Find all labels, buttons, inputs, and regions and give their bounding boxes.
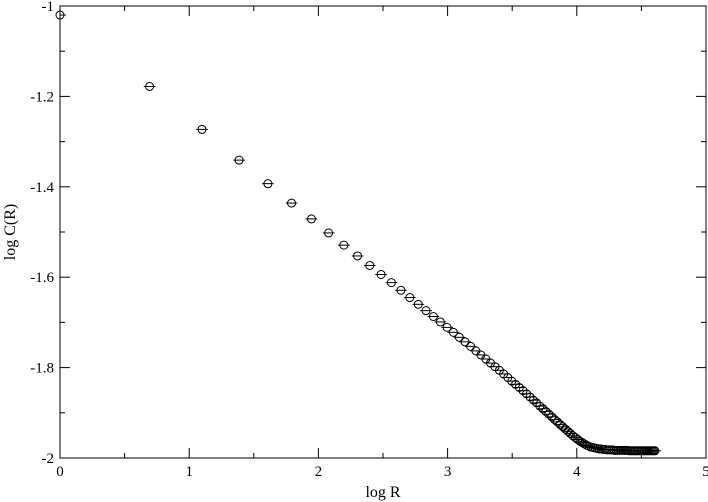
data-point (339, 240, 349, 250)
data-point (555, 420, 565, 430)
data-point (386, 278, 396, 288)
x-tick-label: 1 (185, 464, 193, 480)
x-axis: 0 1 2 3 4 5 (56, 6, 708, 480)
x-tick-label: 3 (444, 464, 452, 480)
data-point (435, 317, 445, 327)
data-point (547, 412, 557, 422)
data-point (575, 436, 585, 446)
data-point (454, 332, 464, 342)
x-tick-label: 2 (315, 464, 323, 480)
data-point (552, 417, 562, 427)
data-point (413, 299, 423, 309)
x-tick-label: 0 (56, 464, 64, 480)
y-tick-label: -1.4 (30, 180, 54, 196)
data-point (650, 446, 660, 456)
data-point (405, 293, 415, 303)
data-point (428, 312, 438, 322)
y-tick-label: -1.6 (30, 270, 54, 286)
x-tick-label: 4 (573, 464, 581, 480)
data-point (563, 426, 573, 436)
data-point (234, 155, 244, 165)
x-tick-label: 5 (702, 464, 708, 480)
data-point (145, 81, 155, 91)
data-point (528, 395, 538, 405)
data-series (55, 10, 661, 456)
data-point (353, 251, 363, 261)
data-point (287, 198, 297, 208)
y-tick-label: -1.2 (30, 89, 54, 105)
y-axis: -2 -1.8 -1.6 -1.4 -1.2 -1 (30, 0, 706, 467)
data-point (421, 306, 431, 316)
y-axis-label: log C(R) (2, 204, 19, 260)
data-point (466, 341, 476, 351)
data-point (550, 415, 560, 425)
data-point (525, 392, 535, 402)
data-point (541, 406, 551, 416)
data-point (532, 398, 542, 408)
data-point (376, 269, 386, 279)
data-point (55, 10, 65, 20)
data-point (448, 327, 458, 337)
y-tick-label: -1.8 (30, 361, 54, 377)
data-point (263, 179, 273, 189)
data-point (535, 401, 545, 411)
plot-area-frame (59, 5, 707, 459)
data-point (442, 322, 452, 332)
data-point (396, 285, 406, 295)
data-point (324, 228, 334, 238)
data-point (573, 434, 583, 444)
data-point (365, 260, 375, 270)
data-point (197, 124, 207, 134)
data-point (544, 409, 554, 419)
data-point (558, 422, 568, 432)
y-tick-label: -2 (42, 451, 55, 467)
y-tick-label: -1 (42, 0, 55, 15)
data-point (538, 404, 548, 414)
data-point (306, 214, 316, 224)
x-axis-label: log R (365, 484, 400, 501)
data-point (460, 337, 470, 347)
data-point (560, 424, 570, 434)
